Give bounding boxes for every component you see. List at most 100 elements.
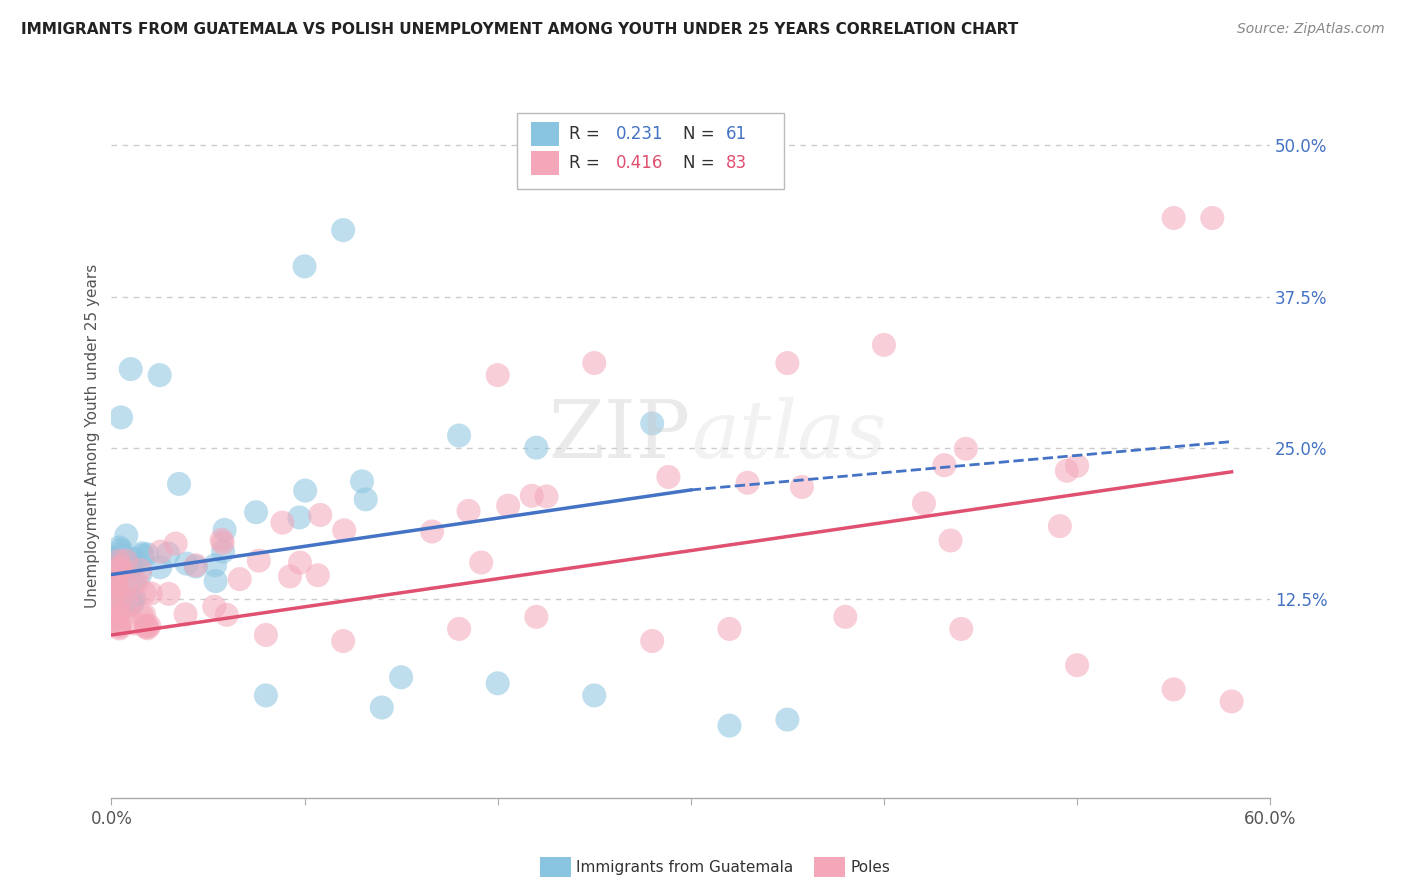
Point: [332, 634, 354, 648]
Point: [1201, 211, 1223, 225]
Point: [184, 559, 207, 574]
Point: [1163, 682, 1185, 697]
Point: [1066, 458, 1088, 473]
Point: [108, 559, 131, 574]
Point: [125, 575, 148, 590]
Point: [176, 557, 198, 571]
Text: 0.231: 0.231: [616, 125, 664, 143]
FancyBboxPatch shape: [531, 121, 558, 146]
Point: [135, 620, 157, 634]
Point: [486, 676, 509, 690]
Point: [1066, 658, 1088, 673]
Point: [129, 567, 152, 582]
Point: [524, 610, 547, 624]
Point: [288, 510, 311, 524]
Point: [583, 689, 606, 703]
Text: Source: ZipAtlas.com: Source: ZipAtlas.com: [1237, 22, 1385, 37]
Point: [350, 475, 373, 489]
Point: [371, 700, 394, 714]
FancyBboxPatch shape: [517, 113, 783, 189]
Point: [103, 552, 125, 566]
FancyBboxPatch shape: [531, 151, 558, 175]
Point: [486, 368, 509, 383]
Point: [120, 559, 142, 574]
Point: [105, 583, 128, 598]
Point: [1220, 694, 1243, 708]
Point: [103, 581, 125, 595]
Point: [254, 689, 277, 703]
Point: [110, 591, 132, 606]
Point: [115, 553, 138, 567]
Point: [105, 566, 128, 581]
Point: [389, 670, 412, 684]
Point: [105, 579, 128, 593]
Text: 83: 83: [725, 154, 747, 172]
Point: [354, 492, 377, 507]
Point: [120, 362, 142, 376]
Point: [294, 260, 316, 274]
Point: [737, 475, 759, 490]
Point: [174, 607, 197, 622]
Point: [134, 607, 156, 622]
Point: [129, 563, 152, 577]
Point: [1163, 211, 1185, 225]
Point: [105, 612, 128, 626]
Text: IMMIGRANTS FROM GUATEMALA VS POLISH UNEMPLOYMENT AMONG YOUTH UNDER 25 YEARS CORR: IMMIGRANTS FROM GUATEMALA VS POLISH UNEM…: [21, 22, 1018, 37]
Point: [912, 496, 935, 510]
Point: [104, 582, 127, 597]
Point: [228, 572, 250, 586]
Point: [309, 508, 332, 522]
Point: [135, 618, 157, 632]
Point: [103, 569, 125, 583]
Point: [149, 544, 172, 558]
Point: [110, 547, 132, 561]
Point: [136, 621, 159, 635]
Point: [641, 634, 664, 648]
Point: [110, 542, 132, 557]
Point: [122, 575, 145, 590]
Point: [776, 356, 799, 370]
Point: [134, 586, 156, 600]
Point: [211, 533, 233, 547]
Text: 61: 61: [725, 125, 747, 143]
Point: [536, 490, 558, 504]
Point: [449, 428, 471, 442]
Point: [790, 480, 813, 494]
Text: atlas: atlas: [690, 397, 886, 475]
Text: 0.416: 0.416: [616, 154, 662, 172]
Point: [214, 523, 236, 537]
Point: [110, 410, 132, 425]
Point: [1056, 464, 1078, 478]
Point: [950, 622, 973, 636]
Point: [149, 368, 172, 383]
Point: [138, 619, 160, 633]
Point: [104, 575, 127, 590]
Point: [1049, 519, 1071, 533]
Point: [107, 585, 129, 599]
Point: [212, 544, 235, 558]
Point: [202, 599, 225, 614]
Point: [457, 504, 479, 518]
Point: [278, 569, 301, 583]
Text: ZIP: ZIP: [548, 397, 690, 475]
Point: [215, 607, 238, 622]
Point: [247, 554, 270, 568]
Point: [211, 536, 233, 550]
Point: [115, 591, 138, 606]
Point: [245, 505, 267, 519]
Point: [105, 580, 128, 594]
Point: [583, 356, 606, 370]
Point: [520, 489, 543, 503]
Point: [167, 476, 190, 491]
Point: [108, 562, 131, 576]
Point: [641, 417, 664, 431]
Point: [108, 541, 131, 555]
Point: [149, 560, 172, 574]
Point: [718, 718, 741, 732]
Point: [107, 605, 129, 619]
Point: [131, 609, 153, 624]
Point: [524, 441, 547, 455]
Point: [108, 568, 131, 582]
Point: [131, 546, 153, 560]
Point: [105, 575, 128, 590]
